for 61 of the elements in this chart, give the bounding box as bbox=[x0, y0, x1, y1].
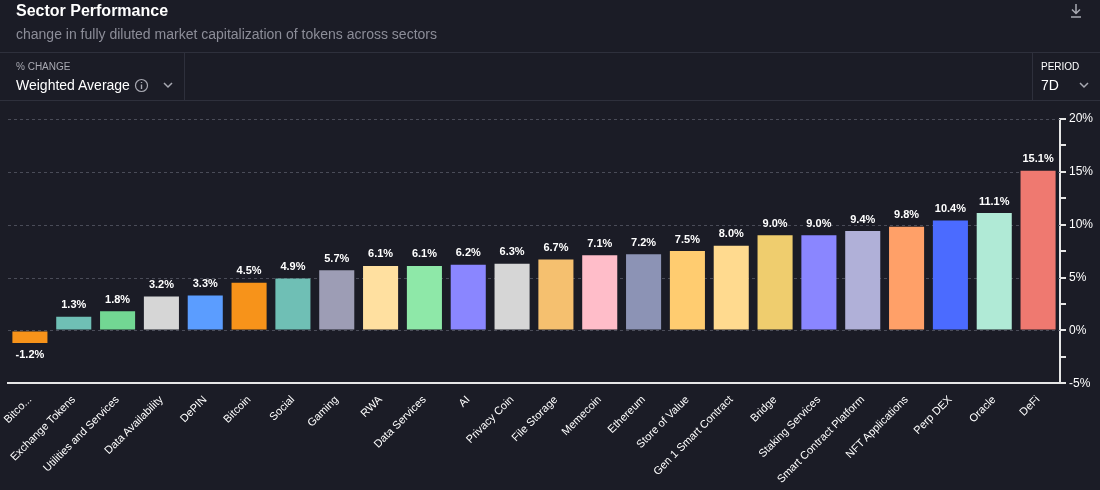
data-label: 6.3% bbox=[499, 245, 525, 258]
data-label: 11.1% bbox=[978, 194, 1010, 207]
y-tick-label: 20% bbox=[1068, 111, 1094, 126]
data-label: 7.1% bbox=[587, 236, 613, 249]
data-label: 7.5% bbox=[674, 232, 701, 245]
data-label: 6.1% bbox=[368, 247, 394, 260]
text: 7D bbox=[1041, 77, 1059, 93]
bar bbox=[363, 265, 399, 330]
data-label: 1.8% bbox=[105, 292, 131, 305]
data-label: 5.7% bbox=[324, 251, 350, 264]
bar bbox=[932, 220, 968, 330]
bar bbox=[100, 311, 136, 330]
bar bbox=[626, 254, 662, 330]
bar bbox=[538, 259, 574, 330]
data-label: 6.2% bbox=[455, 246, 481, 259]
data-label: 9.0% bbox=[806, 216, 832, 229]
data-label: 8.0% bbox=[718, 227, 744, 240]
x-tick-label: AI bbox=[455, 392, 472, 409]
bar bbox=[582, 255, 618, 330]
data-label: 6.7% bbox=[543, 241, 569, 254]
data-label: 6.1% bbox=[411, 247, 438, 260]
data-label: 4.5% bbox=[236, 264, 262, 277]
bar bbox=[713, 245, 749, 330]
y-tick-label: 5% bbox=[1068, 269, 1087, 284]
bar bbox=[1020, 170, 1056, 330]
data-label: 15.1% bbox=[1022, 152, 1054, 165]
bar bbox=[801, 235, 837, 330]
bar bbox=[143, 296, 179, 330]
bar bbox=[187, 295, 223, 330]
text: % CHANGE bbox=[16, 61, 71, 72]
data-label: 3.3% bbox=[192, 277, 218, 290]
chart-title: Sector Performance bbox=[16, 2, 169, 20]
bar bbox=[56, 316, 92, 330]
data-label: 7.2% bbox=[631, 235, 657, 248]
bar bbox=[12, 331, 48, 344]
data-label: 9.0% bbox=[762, 216, 788, 229]
text: Weighted Average bbox=[16, 77, 130, 93]
bar bbox=[231, 282, 267, 330]
y-tick-label: 15% bbox=[1068, 164, 1094, 179]
data-label: 10.4% bbox=[934, 202, 967, 214]
bar bbox=[757, 235, 793, 330]
y-tick-label: -5% bbox=[1068, 375, 1091, 390]
data-label: 9.4% bbox=[850, 212, 876, 225]
data-label: 4.9% bbox=[280, 260, 306, 273]
data-label: 3.2% bbox=[148, 278, 175, 291]
bar bbox=[494, 263, 530, 330]
bar bbox=[976, 213, 1012, 330]
bar bbox=[319, 270, 355, 330]
data-label: 1.3% bbox=[61, 298, 87, 311]
bar bbox=[889, 226, 925, 330]
bar bbox=[406, 265, 442, 330]
data-label: -1.2% bbox=[15, 347, 45, 360]
data-label: 9.8% bbox=[894, 208, 920, 221]
y-tick-label: 10% bbox=[1068, 217, 1094, 232]
bar bbox=[845, 231, 881, 330]
y-tick-label: 0% bbox=[1068, 322, 1087, 337]
text: PERIOD bbox=[1041, 61, 1080, 72]
bar bbox=[275, 278, 311, 330]
chart-subtitle: change in fully diluted market capitalization of tokens across sectors bbox=[16, 26, 437, 42]
bar bbox=[450, 264, 486, 330]
bar bbox=[669, 251, 705, 330]
